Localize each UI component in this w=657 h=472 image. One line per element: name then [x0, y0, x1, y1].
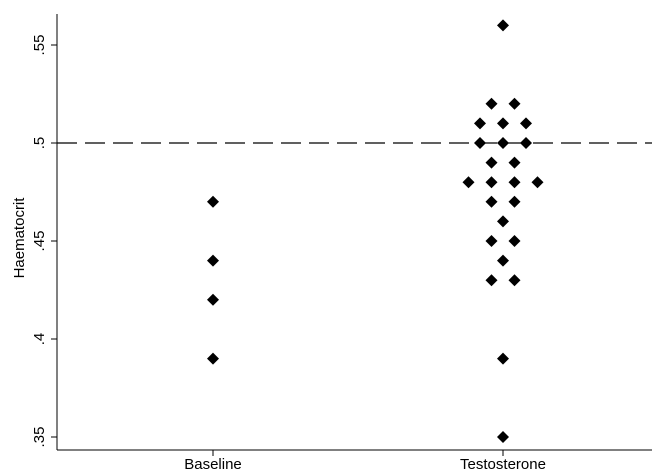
data-point-testosterone: [497, 117, 509, 130]
y-tick-label: .35: [31, 427, 48, 448]
data-point-testosterone: [497, 137, 509, 149]
y-ticks: .35 .4 .45 .5 .55: [31, 35, 57, 448]
data-point-testosterone: [485, 195, 498, 208]
data-point-testosterone: [485, 274, 498, 287]
x-ticks: Baseline Testosterone: [184, 450, 546, 472]
data-point-testosterone: [531, 176, 544, 189]
data-point-testosterone: [508, 235, 521, 247]
data-point-baseline: [207, 293, 219, 306]
data-point-testosterone: [508, 97, 521, 110]
y-tick-label: .4: [31, 333, 48, 346]
data-point-testosterone: [485, 156, 498, 169]
data-point-baseline: [207, 352, 219, 365]
x-tick-label: Baseline: [184, 456, 242, 472]
data-point-testosterone: [485, 176, 498, 189]
data-point-testosterone: [508, 274, 521, 287]
data-point-testosterone: [520, 137, 532, 149]
y-axis-label: Haematocrit: [11, 197, 28, 279]
data-point-testosterone: [497, 19, 509, 32]
data-point-testosterone: [497, 431, 509, 443]
y-tick-label: .45: [31, 231, 48, 252]
axes: [56, 14, 652, 451]
data-point-baseline: [207, 195, 219, 208]
data-point-testosterone: [497, 352, 509, 365]
data-point-testosterone: [497, 254, 509, 267]
data-point-testosterone: [474, 137, 486, 149]
data-point-testosterone: [520, 117, 532, 130]
data-point-testosterone: [462, 176, 475, 189]
data-point-testosterone: [508, 195, 521, 208]
y-tick-label: .5: [31, 137, 48, 150]
data-point-testosterone: [485, 97, 498, 110]
data-point-testosterone: [497, 215, 509, 228]
data-point-testosterone: [508, 156, 521, 169]
data-point-testosterone: [508, 176, 521, 189]
data-points: [207, 19, 544, 443]
data-point-testosterone: [485, 235, 498, 247]
x-tick-label: Testosterone: [460, 456, 546, 472]
data-point-testosterone: [474, 117, 486, 130]
y-tick-label: .55: [31, 35, 48, 56]
data-point-baseline: [207, 254, 219, 267]
